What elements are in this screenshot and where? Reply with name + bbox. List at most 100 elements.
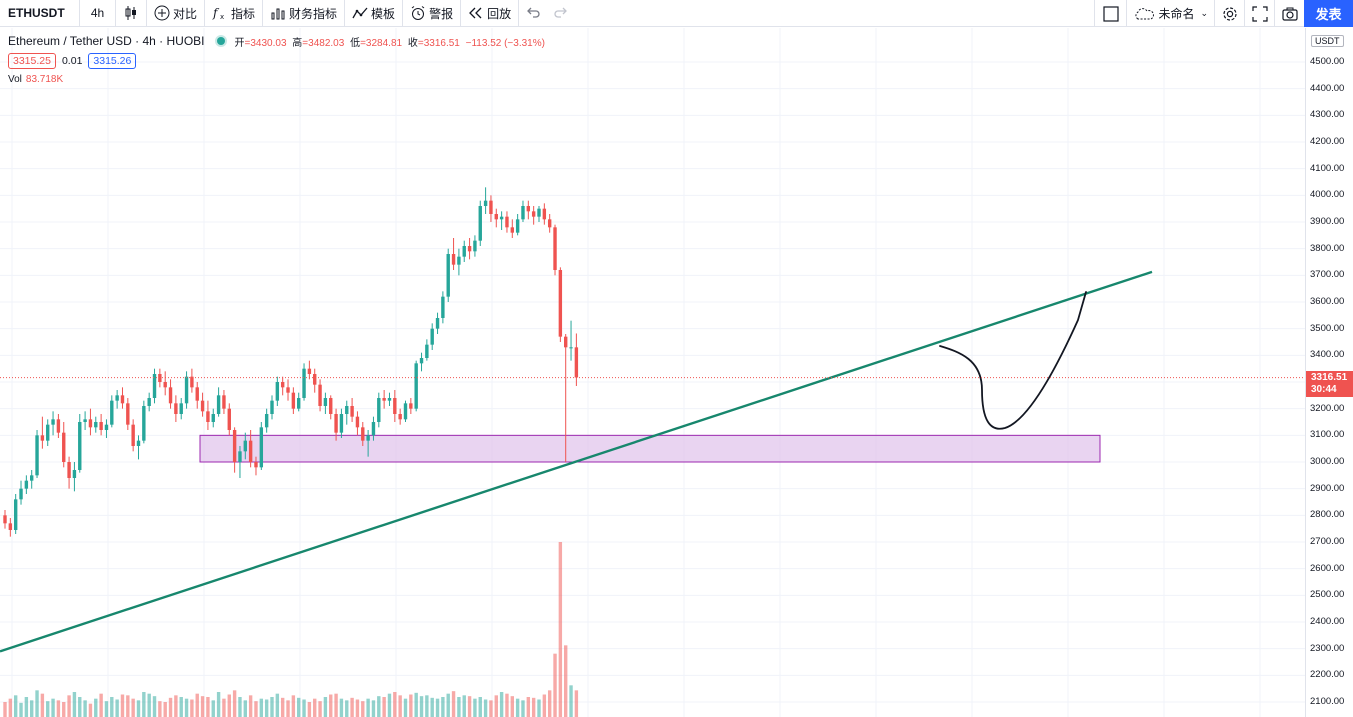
- volume-bar: [126, 695, 130, 717]
- undo-button[interactable]: [519, 0, 547, 27]
- volume-bar: [264, 699, 269, 717]
- indicators-label: 指标: [231, 6, 256, 21]
- candle-body: [120, 395, 125, 404]
- svg-text:x: x: [220, 13, 224, 21]
- volume-bar: [515, 698, 520, 717]
- series-title[interactable]: Ethereum / Tether USD · 4h · HUOBI: [8, 34, 205, 48]
- price-tick-label: 3800.00: [1310, 242, 1345, 254]
- candle-body: [24, 480, 29, 489]
- replay-button[interactable]: 回放: [461, 0, 520, 27]
- fullscreen-select-button[interactable]: [1094, 0, 1126, 27]
- volume-label[interactable]: Vol: [8, 74, 22, 85]
- price-tick-label: 2500.00: [1310, 589, 1345, 601]
- candle-body: [83, 419, 87, 422]
- volume-bar: [473, 698, 477, 717]
- volume-bar: [521, 700, 525, 717]
- candle-body: [371, 422, 376, 436]
- settings-button[interactable]: [1214, 0, 1244, 27]
- close-value: =3316.51: [417, 37, 460, 49]
- volume-bar: [462, 695, 466, 717]
- volume-bar: [313, 698, 317, 717]
- candle-body: [478, 206, 482, 241]
- volume-bar: [398, 695, 402, 717]
- volume-bar: [307, 702, 312, 717]
- candle-body: [302, 368, 306, 398]
- cloud-icon: [1133, 7, 1155, 21]
- volume-bar: [403, 698, 408, 717]
- spread-value: 0.01: [61, 55, 83, 67]
- candle-body: [499, 216, 504, 220]
- publish-button[interactable]: 发表: [1304, 0, 1353, 27]
- volume-bar: [382, 697, 386, 717]
- candle-body: [264, 414, 269, 428]
- candle-body: [78, 422, 82, 470]
- volume-bar: [184, 698, 189, 717]
- volume-bar: [99, 693, 103, 717]
- price-tick-label: 3600.00: [1310, 296, 1345, 307]
- volume-bar: [414, 692, 418, 717]
- candle-body: [163, 382, 167, 388]
- volume-bar: [88, 703, 93, 717]
- volume-bar: [430, 697, 434, 717]
- candle-body: [35, 435, 39, 476]
- candle-body: [179, 403, 183, 414]
- candle-body: [56, 419, 61, 433]
- templates-button[interactable]: 模板: [345, 0, 404, 27]
- volume-bar: [542, 694, 547, 717]
- volume-bar: [467, 696, 472, 717]
- candle-body: [259, 427, 264, 468]
- candle-body: [398, 414, 402, 420]
- candle-body: [521, 206, 525, 220]
- candle-body: [382, 398, 386, 401]
- volume-bar: [339, 698, 344, 717]
- price-tick-label: 2300.00: [1310, 642, 1345, 654]
- candle-body: [473, 240, 477, 252]
- price-axis[interactable]: 2100.00 2200.00 2300.00 2400.00 2500.00 2600.…: [1305, 28, 1353, 717]
- financials-button[interactable]: 财务指标: [263, 0, 346, 27]
- layout-menu-button[interactable]: 未命名 ⌄: [1126, 0, 1214, 27]
- volume-bar: [35, 690, 39, 717]
- currency-label[interactable]: USDT: [1311, 35, 1344, 47]
- volume-bar: [142, 692, 146, 717]
- buy-price-button[interactable]: 3315.26: [88, 53, 137, 69]
- interval-button[interactable]: 4h: [80, 0, 116, 27]
- candle-body: [46, 424, 50, 441]
- volume-bar: [366, 698, 370, 717]
- candle-body: [531, 211, 536, 217]
- alert-button[interactable]: 警报: [403, 0, 462, 27]
- volume-bar: [174, 695, 178, 717]
- redo-icon: [553, 5, 569, 21]
- price-chart[interactable]: [0, 28, 1305, 717]
- candle-body: [136, 440, 141, 446]
- plus-circle-icon: [154, 5, 170, 21]
- candle-body: [361, 427, 365, 441]
- volume-bar: [377, 696, 381, 717]
- volume-bar: [259, 698, 264, 717]
- fullscreen-button[interactable]: [1244, 0, 1274, 27]
- replay-label: 回放: [487, 6, 512, 21]
- candle-body: [232, 430, 237, 462]
- volume-bar: [8, 698, 13, 717]
- publish-label: 发表: [1315, 7, 1342, 22]
- candle-body: [489, 200, 493, 214]
- candle-body: [270, 400, 274, 414]
- snapshot-button[interactable]: [1274, 0, 1304, 27]
- price-tick-label: 3100.00: [1310, 429, 1345, 441]
- redo-button[interactable]: [547, 0, 575, 27]
- candle-body: [19, 488, 23, 500]
- chart-type-button[interactable]: [116, 0, 147, 27]
- symbol-search-button[interactable]: ETHUSDT: [0, 0, 80, 27]
- candle-body: [8, 523, 13, 530]
- volume-bar: [510, 696, 514, 717]
- volume-bar: [168, 697, 173, 717]
- open-value: =3430.03: [244, 37, 287, 49]
- volume-bar: [3, 702, 7, 717]
- volume-bar: [190, 699, 194, 717]
- sell-price-button[interactable]: 3315.25: [8, 53, 56, 69]
- volume-bar: [435, 698, 440, 717]
- compare-button[interactable]: 对比: [147, 0, 206, 27]
- volume-bar: [350, 697, 354, 717]
- candle-body: [441, 296, 445, 318]
- price-tick-label: 4500.00: [1310, 56, 1345, 67]
